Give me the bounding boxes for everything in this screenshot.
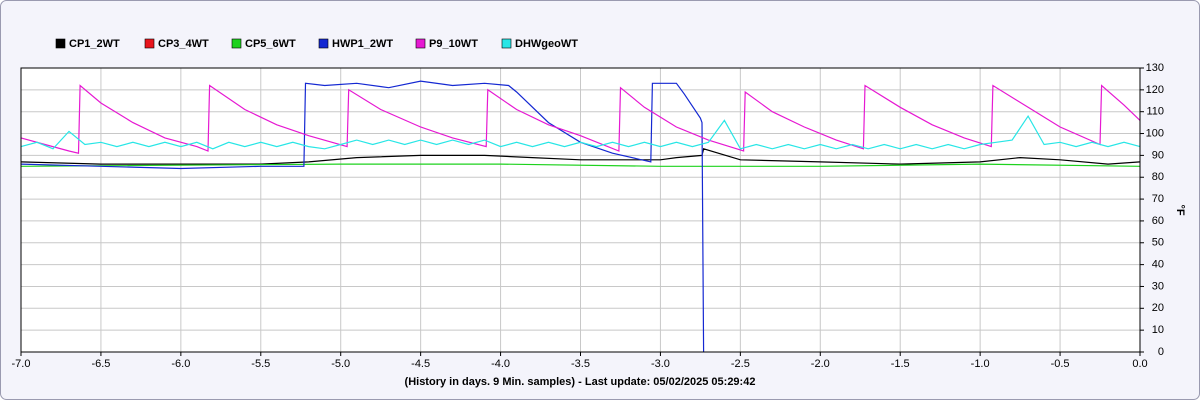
legend-label: P9_10WT	[429, 38, 478, 50]
x-tick-label: -4.0	[491, 358, 510, 370]
x-tick-label: -0.5	[1051, 358, 1070, 370]
legend-label: CP3_4WT	[158, 38, 209, 50]
x-tick-label: -2.5	[731, 358, 750, 370]
x-tick-label: -1.0	[971, 358, 990, 370]
x-tick-label: -6.0	[171, 358, 190, 370]
legend-swatch	[144, 38, 155, 49]
legend-swatch	[55, 38, 66, 49]
series-line	[20, 84, 1141, 154]
legend-label: CP5_6WT	[245, 38, 296, 50]
x-tick-label: -3.0	[651, 358, 670, 370]
legend-label: HWP1_2WT	[332, 38, 393, 50]
y-tick-label: 10	[1152, 324, 1164, 336]
x-axis-label: (History in days. 9 Min. samples) - Last…	[405, 376, 756, 388]
y-tick-label: 80	[1152, 171, 1164, 183]
y-tick-label: 0	[1158, 346, 1164, 358]
legend-swatch	[318, 38, 329, 49]
legend-label: CP1_2WT	[69, 38, 120, 50]
legend-swatch	[501, 38, 512, 49]
y-tick-label: 100	[1146, 127, 1164, 139]
x-tick-label: -2.0	[811, 358, 830, 370]
y-tick-label: 110	[1146, 106, 1164, 118]
series-line	[20, 163, 1141, 167]
y-axis-label: °F	[1174, 204, 1186, 215]
x-tick-label: -3.5	[571, 358, 590, 370]
legend-swatch	[231, 38, 242, 49]
x-tick-label: -5.0	[331, 358, 350, 370]
y-tick-label: 20	[1152, 302, 1164, 314]
y-tick-label: 90	[1152, 149, 1164, 161]
legend-label: DHWgeoWT	[515, 38, 578, 50]
x-tick-label: 0.0	[1132, 358, 1147, 370]
y-tick-label: 130	[1146, 62, 1164, 74]
y-tick-label: 30	[1152, 280, 1164, 292]
plot-border	[20, 67, 1141, 353]
legend-swatch	[415, 38, 426, 49]
x-tick-label: -1.5	[891, 358, 910, 370]
y-tick-label: 120	[1146, 84, 1164, 96]
x-tick-label: -4.5	[411, 358, 430, 370]
series-line	[20, 114, 1141, 150]
y-tick-label: 60	[1152, 215, 1164, 227]
y-tick-label: 50	[1152, 237, 1164, 249]
series-line	[20, 80, 705, 353]
y-tick-label: 70	[1152, 193, 1164, 205]
series-line	[20, 148, 1141, 165]
y-tick-label: 40	[1152, 259, 1164, 271]
x-tick-label: -6.5	[91, 358, 110, 370]
x-tick-label: -7.0	[12, 358, 31, 370]
x-tick-label: -5.5	[251, 358, 270, 370]
